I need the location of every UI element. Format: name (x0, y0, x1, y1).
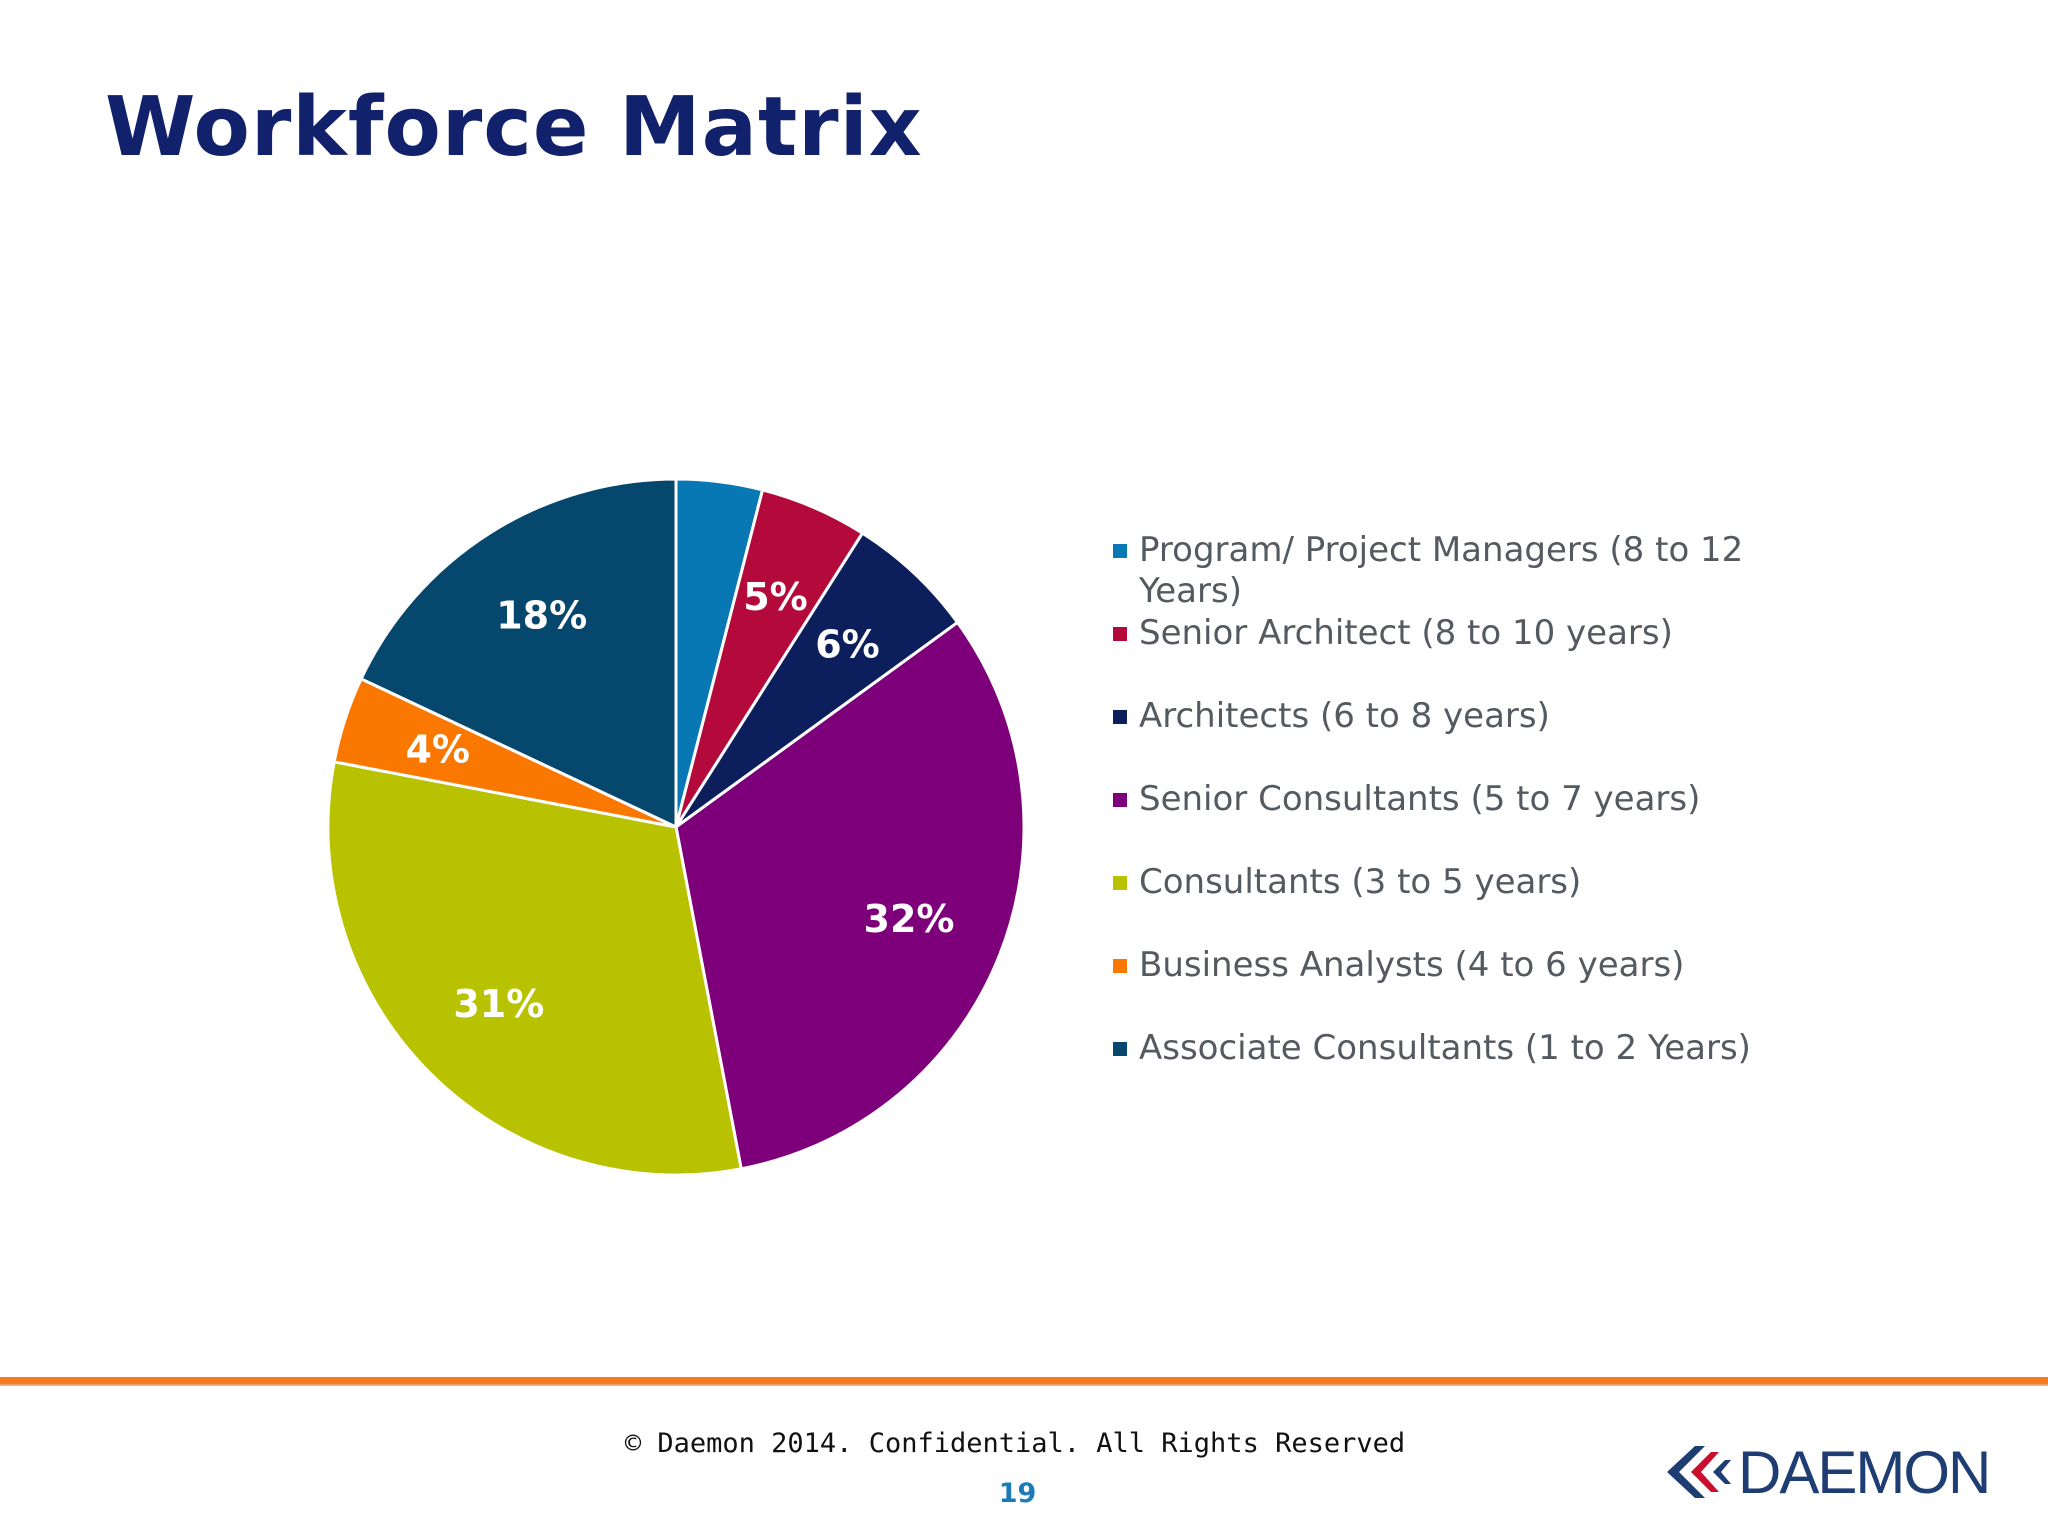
pie-slice-4 (674, 620, 1026, 1171)
pie-slice-3 (674, 531, 960, 829)
legend-item-7: Associate Consultants (1 to 2 Years) (1113, 1028, 1813, 1069)
legend-label: Consultants (3 to 5 years) (1139, 862, 1582, 902)
daemon-logo-mark-icon (1667, 1446, 1731, 1498)
legend-swatch-icon (1113, 876, 1127, 890)
pie-data-label-5: 31% (453, 982, 544, 1026)
footer-divider (0, 1377, 2048, 1386)
legend-label: Business Analysts (4 to 6 years) (1139, 945, 1685, 985)
pie-data-label-7: 18% (496, 593, 587, 637)
legend-item-5: Consultants (3 to 5 years) (1113, 862, 1813, 903)
pie-slices (326, 477, 1026, 1177)
pie-data-labels: 5%6% 32% 31% 4% 18% (405, 575, 954, 1026)
pie-data-label-3: 6% (815, 622, 880, 666)
legend-swatch-icon (1113, 544, 1127, 558)
legend-label: Senior Architect (8 to 10 years) (1139, 613, 1673, 653)
legend-swatch-icon (1113, 793, 1127, 807)
legend-label: Program/ Project Managers (8 to 12 Years… (1139, 530, 1744, 611)
legend-label: Architects (6 to 8 years) (1139, 696, 1550, 736)
pie-data-label-6: 4% (405, 728, 470, 772)
daemon-logo: DAEMON (1665, 1438, 1991, 1508)
legend-item-2: Senior Architect (8 to 10 years) (1113, 613, 1813, 654)
slide-title: Workforce Matrix (105, 80, 923, 175)
legend-label: Senior Consultants (5 to 7 years) (1139, 779, 1701, 819)
pie-slice-5 (326, 760, 743, 1177)
legend-swatch-icon (1113, 710, 1127, 724)
legend-swatch-icon (1113, 1042, 1127, 1056)
legend-swatch-icon (1113, 627, 1127, 641)
page-number: 19 (998, 1478, 1037, 1509)
footer-copyright: © Daemon 2014. Confidential. All Rights … (624, 1428, 1406, 1459)
pie-chart: 5%6% 32% 31% 4% 18% (326, 477, 1026, 1177)
pie-data-label-2: 5% (743, 575, 808, 619)
legend-item-3: Architects (6 to 8 years) (1113, 696, 1813, 737)
daemon-logo-wordmark: DAEMON (1738, 1439, 1991, 1506)
pie-slice-7 (359, 477, 678, 829)
legend-item-4: Senior Consultants (5 to 7 years) (1113, 779, 1813, 820)
legend-item-1: Program/ Project Managers (8 to 12 Years… (1113, 530, 1813, 612)
legend-item-6: Business Analysts (4 to 6 years) (1113, 945, 1813, 986)
legend-label: Associate Consultants (1 to 2 Years) (1139, 1028, 1751, 1068)
pie-data-label-4: 32% (864, 897, 955, 941)
legend-swatch-icon (1113, 959, 1127, 973)
